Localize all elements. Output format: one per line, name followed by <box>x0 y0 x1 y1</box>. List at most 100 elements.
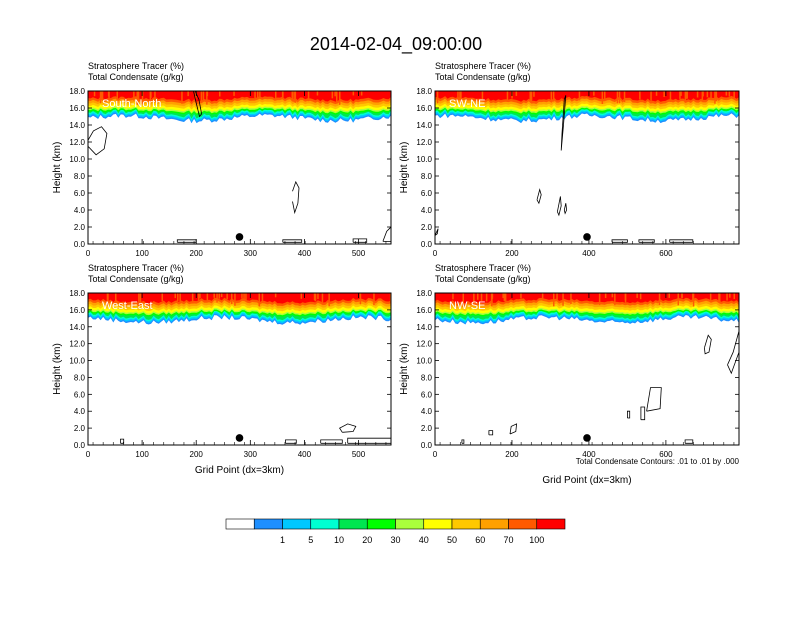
tracer-streak <box>257 91 259 98</box>
contour-footnote: Total Condensate Contours: .01 to .01 by… <box>576 457 740 466</box>
tracer-streak <box>593 91 595 96</box>
tracer-streak <box>359 293 362 305</box>
tracer-streak <box>477 293 479 300</box>
tracer-streak <box>293 91 295 103</box>
tracer-streak <box>616 91 619 104</box>
y-axis-label: Height (km) <box>52 343 63 395</box>
tracer-streak <box>139 293 142 306</box>
condensate-contour-5 <box>509 423 518 435</box>
x-tick-label: 200 <box>505 450 519 459</box>
y-tick-label: 10.0 <box>69 357 85 366</box>
tracer-streak <box>520 293 522 299</box>
panel-label: NW-SE <box>449 300 485 312</box>
condensate-contour-7 <box>669 239 694 243</box>
condensate-contour-5 <box>352 238 368 243</box>
tracer-streak <box>533 91 535 97</box>
condensate-contours <box>435 95 694 243</box>
tracer-streak <box>336 91 338 104</box>
y-tick-label: 18.0 <box>416 87 432 96</box>
location-marker <box>235 233 244 241</box>
tracer-streak <box>243 293 245 300</box>
x-tick-label: 0 <box>433 450 438 459</box>
tracer-streak <box>328 293 330 307</box>
tracer-streak <box>684 91 687 103</box>
plot-frame <box>87 90 392 245</box>
x-tick-label: 100 <box>135 249 149 258</box>
condensate-contour-8 <box>461 439 465 444</box>
tracer-streak <box>206 293 209 301</box>
tracer-streak <box>681 293 683 299</box>
tracer-streak <box>601 91 604 104</box>
tracer-streak <box>679 91 681 99</box>
tracer-streak <box>115 293 117 305</box>
tracer-streak <box>686 91 688 99</box>
tracer-streak <box>553 293 555 307</box>
tracer-streak <box>241 293 243 299</box>
tracer-field <box>435 91 739 124</box>
tracer-streak <box>138 293 140 306</box>
tracer-streak <box>154 91 156 103</box>
x-tick-label: 500 <box>352 249 366 258</box>
tracer-streak <box>604 293 607 298</box>
figure-title: 2014-02-04_09:00:00 <box>310 34 482 55</box>
y-tick-label: 8.0 <box>74 172 86 181</box>
condensate-contour-0 <box>704 334 712 355</box>
tracer-streak <box>352 91 355 96</box>
y-tick-label: 0.0 <box>74 441 86 450</box>
tracer-streak <box>331 91 334 99</box>
colorbar-swatch-8 <box>451 518 481 530</box>
tracer-streak <box>334 91 336 97</box>
condensate-contour-5 <box>611 239 628 243</box>
tracer-streak <box>552 91 555 102</box>
y-axis-label: Height (km) <box>399 142 410 194</box>
tracer-streak <box>562 293 564 306</box>
tracer-streak <box>491 293 494 298</box>
y-tick-label: 12.0 <box>416 138 432 147</box>
tracer-streak <box>709 293 712 303</box>
x-tick-label: 100 <box>135 450 149 459</box>
y-tick-label: 4.0 <box>421 206 433 215</box>
tracer-streak <box>218 293 220 299</box>
y-axis-label: Height (km) <box>52 142 63 194</box>
plot-frame <box>87 292 392 446</box>
y-axis-label: Height (km) <box>399 343 410 395</box>
tracer-streak <box>733 293 735 299</box>
tracer-streak <box>733 91 735 100</box>
tracer-streak <box>719 293 721 304</box>
colorbar-swatch-3 <box>310 518 340 530</box>
y-tick-label: 8.0 <box>421 172 433 181</box>
tracer-streak <box>161 293 163 301</box>
condensate-contour-1 <box>320 439 343 444</box>
panel-1: Stratosphere Tracer (%)Total Condensate … <box>399 61 740 258</box>
tracer-band-11 <box>435 293 739 304</box>
tracer-streak <box>481 91 484 100</box>
location-marker <box>235 434 244 442</box>
colorbar-label: 20 <box>362 535 372 545</box>
x-axis-label: Grid Point (dx=3km) <box>195 465 284 476</box>
tracer-streak <box>259 91 261 97</box>
tracer-streak <box>669 91 672 102</box>
field-label: Stratosphere Tracer (%) <box>435 263 531 273</box>
y-tick-label: 18.0 <box>416 289 432 298</box>
x-tick-label: 600 <box>659 450 673 459</box>
tracer-streak <box>213 293 215 298</box>
tracer-streak <box>177 293 179 302</box>
plot-frame <box>434 90 740 245</box>
y-tick-label: 12.0 <box>69 340 85 349</box>
tracer-streak <box>636 293 638 298</box>
location-marker <box>583 233 591 241</box>
y-tick-label: 2.0 <box>74 223 86 232</box>
condensate-contours <box>120 423 391 444</box>
tracer-streak <box>436 91 439 104</box>
tracer-streak <box>317 293 319 300</box>
y-tick-label: 6.0 <box>421 189 433 198</box>
tracer-streak <box>701 91 704 103</box>
condensate-contour-1 <box>536 188 542 205</box>
panel-label: SW-NE <box>449 98 485 110</box>
y-tick-label: 2.0 <box>421 424 433 433</box>
colorbar-swatch-0 <box>225 518 255 530</box>
tracer-streak <box>206 91 208 105</box>
condensate-contour-6 <box>488 430 494 436</box>
condensate-contour-4 <box>435 228 439 236</box>
colorbar-label: 10 <box>334 535 344 545</box>
